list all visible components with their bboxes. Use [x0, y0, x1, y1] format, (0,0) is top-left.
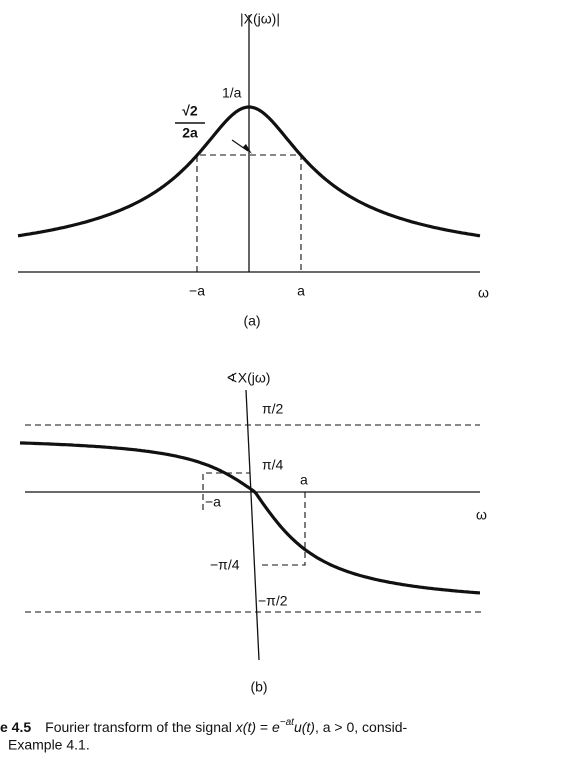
bottom-label: −π/2 — [258, 593, 288, 609]
caption-exponent: −at — [280, 717, 295, 728]
half-label-num: √2 — [182, 103, 198, 119]
half-label-den: 2a — [182, 125, 198, 141]
figure-caption: e 4.5 Fourier transform of the signal x(t… — [0, 717, 408, 735]
x-neg: −a — [189, 283, 205, 299]
phase-curve — [19, 441, 481, 595]
panel-caption: (b) — [250, 679, 267, 695]
caption-line2: Example 4.1. — [8, 737, 90, 753]
quarter-label: π/4 — [262, 457, 284, 473]
y-label: |X(jω)| — [240, 11, 280, 27]
x-neg: −a — [205, 494, 221, 510]
x-label: ω — [476, 507, 487, 523]
x-pos: a — [300, 472, 308, 488]
panel-caption: (a) — [243, 313, 260, 329]
arrow — [231, 139, 249, 152]
caption-number: e 4.5 — [0, 719, 31, 735]
y-label: ∢X(jω) — [226, 370, 270, 386]
neg-quarter-label: −π/4 — [210, 557, 240, 573]
caption-text: , a > 0, consid- — [315, 719, 408, 735]
y-axis — [245, 389, 260, 661]
right-guide — [258, 492, 306, 566]
magnitude-curve — [17, 105, 481, 238]
caption-text: = — [256, 719, 272, 735]
caption-text: Fourier transform of the signal — [45, 719, 236, 735]
x-pos: a — [297, 283, 305, 299]
caption-math: u(t) — [294, 719, 315, 735]
left-guide — [202, 472, 250, 510]
arrow-head — [243, 144, 252, 154]
top-label: π/2 — [262, 401, 284, 417]
caption-math: e — [272, 719, 280, 735]
peak-label: 1/a — [222, 85, 242, 101]
caption-math: x(t) — [235, 719, 256, 735]
x-label: ω — [478, 285, 489, 301]
